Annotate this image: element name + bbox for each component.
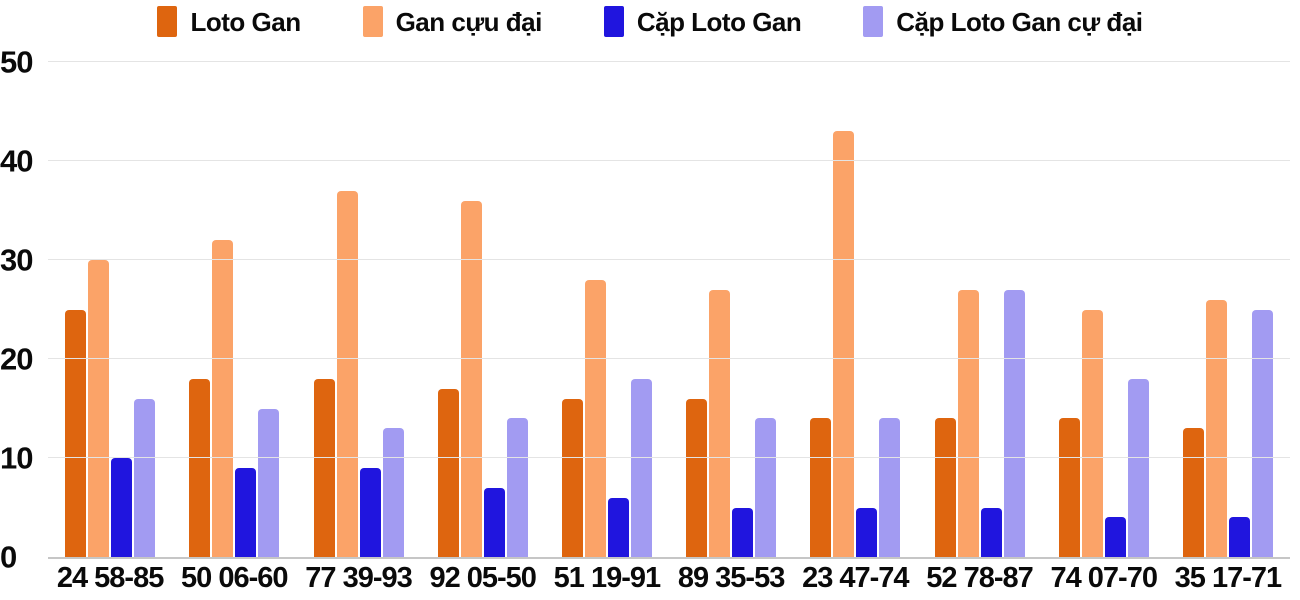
bar-loto-gan[interactable] xyxy=(313,378,335,557)
gridline xyxy=(48,61,1290,62)
x-tick-label: 24 58-85 xyxy=(56,562,165,594)
bar-gan-cựu-đại[interactable] xyxy=(957,289,979,557)
y-tick-label: 40 xyxy=(0,143,33,179)
bar-loto-gan[interactable] xyxy=(1058,418,1080,557)
y-tick-label: 10 xyxy=(0,440,33,476)
bar-group xyxy=(296,62,420,557)
bar-group xyxy=(669,62,793,557)
bar-gan-cựu-đại[interactable] xyxy=(1081,309,1103,557)
bar-gan-cựu-đại[interactable] xyxy=(460,200,482,557)
bar-gan-cựu-đại[interactable] xyxy=(709,289,731,557)
bar-gan-cựu-đại[interactable] xyxy=(1205,299,1227,557)
gridline xyxy=(48,160,1290,161)
legend-item: Gan cựu đại xyxy=(362,6,543,37)
x-tick-label: 74 07-70 xyxy=(1050,562,1158,594)
bars-row xyxy=(48,62,1290,557)
bar-loto-gan[interactable] xyxy=(561,398,583,557)
bar-loto-gan[interactable] xyxy=(437,388,459,557)
bar-group xyxy=(1166,62,1290,557)
legend-item: Cặp Loto Gan xyxy=(603,6,802,37)
x-tick-label: 35 17-71 xyxy=(1174,562,1283,594)
y-tick-label: 0 xyxy=(0,539,17,575)
bar-group xyxy=(172,62,296,557)
bar-cặp-loto-gan-cự-đại[interactable] xyxy=(755,418,777,557)
bar-cặp-loto-gan[interactable] xyxy=(607,497,629,557)
y-tick-label: 30 xyxy=(0,242,33,278)
legend-label: Loto Gan xyxy=(190,6,301,37)
y-tick-label: 20 xyxy=(0,341,33,377)
bar-loto-gan[interactable] xyxy=(686,398,708,557)
gridline xyxy=(48,457,1290,458)
bar-group xyxy=(421,62,545,557)
legend-item: Cặp Loto Gan cự đại xyxy=(863,6,1143,37)
x-tick-label: 23 47-74 xyxy=(802,562,910,594)
gridline xyxy=(48,259,1290,260)
y-tick-label: 50 xyxy=(0,44,33,80)
legend-label: Gan cựu đại xyxy=(395,6,543,37)
bar-gan-cựu-đại[interactable] xyxy=(584,279,606,557)
legend-label: Cặp Loto Gan xyxy=(636,6,802,37)
bar-loto-gan[interactable] xyxy=(934,418,956,557)
x-tick-label: 77 39-93 xyxy=(305,562,413,594)
bar-group xyxy=(545,62,669,557)
legend-swatch-icon xyxy=(603,6,624,37)
bar-cặp-loto-gan[interactable] xyxy=(732,507,754,557)
y-axis: 0 10 20 30 40 50 xyxy=(0,47,38,573)
bar-cặp-loto-gan[interactable] xyxy=(1228,517,1250,557)
bar-cặp-loto-gan-cự-đại[interactable] xyxy=(1127,378,1149,557)
x-tick-label: 52 78-87 xyxy=(926,562,1034,594)
x-tick-label: 51 19-91 xyxy=(553,562,662,594)
bar-loto-gan[interactable] xyxy=(1182,428,1204,557)
bar-cặp-loto-gan-cự-đại[interactable] xyxy=(134,398,156,557)
bar-cặp-loto-gan-cự-đại[interactable] xyxy=(258,408,280,557)
bar-group xyxy=(793,62,917,557)
plot-area xyxy=(48,61,1290,559)
bar-loto-gan[interactable] xyxy=(65,309,87,557)
bar-cặp-loto-gan[interactable] xyxy=(483,487,505,557)
legend-swatch-icon xyxy=(157,6,178,37)
bar-group xyxy=(917,62,1041,557)
bar-loto-gan[interactable] xyxy=(189,378,211,557)
gridline xyxy=(48,358,1290,359)
legend-swatch-icon xyxy=(362,6,383,37)
bar-group xyxy=(1042,62,1166,557)
bar-gan-cựu-đại[interactable] xyxy=(336,190,358,557)
bar-group xyxy=(48,62,172,557)
bar-cặp-loto-gan[interactable] xyxy=(856,507,878,557)
bar-loto-gan[interactable] xyxy=(810,418,832,557)
bar-cặp-loto-gan[interactable] xyxy=(235,467,257,557)
bar-gan-cựu-đại[interactable] xyxy=(833,131,855,557)
x-axis-labels: 24 58-85 50 06-60 77 39-93 92 05-50 51 19-91… xyxy=(48,562,1290,595)
bar-gan-cựu-đại[interactable] xyxy=(212,240,234,557)
bar-cặp-loto-gan-cự-đại[interactable] xyxy=(506,418,528,557)
chart-legend: Loto Gan Gan cựu đại Cặp Loto Gan Cặp Loto … xyxy=(0,6,1300,37)
bar-cặp-loto-gan[interactable] xyxy=(980,507,1002,557)
x-tick-label: 50 06-60 xyxy=(181,562,289,594)
x-tick-label: 89 35-53 xyxy=(677,562,786,594)
bar-cặp-loto-gan[interactable] xyxy=(111,458,133,557)
bar-cặp-loto-gan-cự-đại[interactable] xyxy=(382,428,404,557)
bar-cặp-loto-gan-cự-đại[interactable] xyxy=(630,378,652,557)
bar-cặp-loto-gan-cự-đại[interactable] xyxy=(1251,309,1273,557)
bar-cặp-loto-gan[interactable] xyxy=(359,467,381,557)
bar-cặp-loto-gan-cự-đại[interactable] xyxy=(879,418,901,557)
x-tick-label: 92 05-50 xyxy=(429,562,537,594)
bar-gan-cựu-đại[interactable] xyxy=(88,260,110,557)
legend-item: Loto Gan xyxy=(157,6,301,37)
bar-cặp-loto-gan-cự-đại[interactable] xyxy=(1003,289,1025,557)
legend-swatch-icon xyxy=(863,6,884,37)
legend-label: Cặp Loto Gan cự đại xyxy=(896,6,1143,37)
bar-cặp-loto-gan[interactable] xyxy=(1104,517,1126,557)
